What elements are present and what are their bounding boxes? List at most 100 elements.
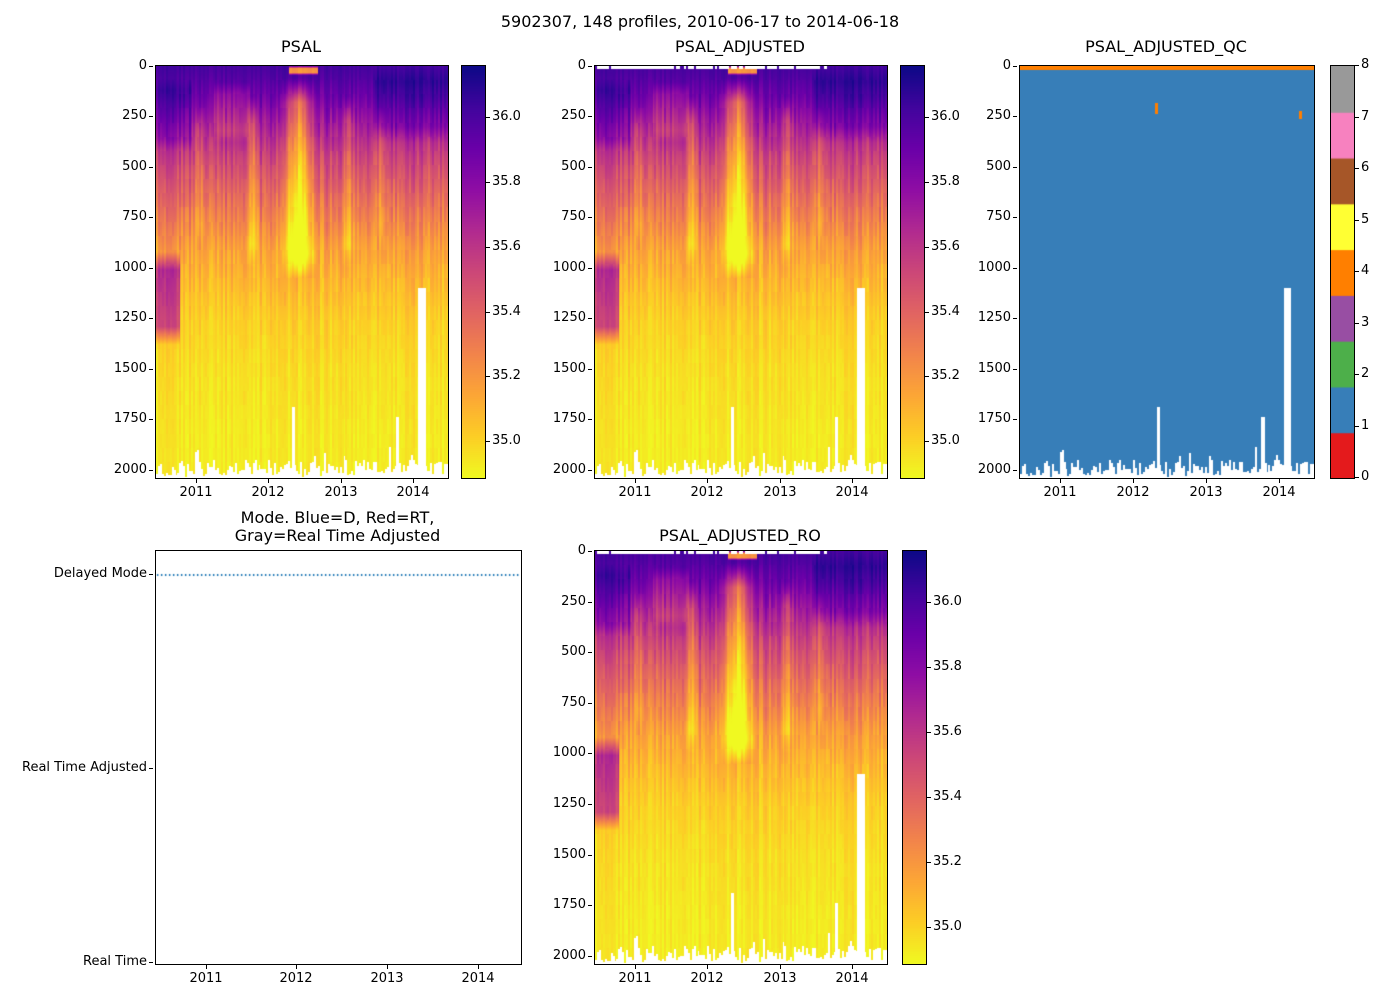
- tick-mark: [588, 753, 592, 754]
- y-tick-label: 750: [561, 695, 586, 710]
- x-tick-label: 2014: [461, 971, 495, 986]
- y-tick-label: 1500: [113, 361, 147, 376]
- tick-mark: [149, 66, 153, 67]
- y-tick-label: 0: [577, 58, 586, 73]
- tick-mark: [1013, 268, 1017, 269]
- tick-mark: [588, 470, 592, 471]
- tick-mark: [486, 117, 490, 118]
- colorbar-tick-label: 35.6: [931, 239, 960, 254]
- y-tick-label: 750: [986, 209, 1011, 224]
- psal-adjusted-ro-heatmap: [594, 550, 888, 965]
- tick-mark: [1355, 374, 1359, 375]
- colorbar-tick-label: 35.0: [492, 433, 521, 448]
- colorbar-tick-label: 35.0: [933, 919, 962, 934]
- tick-mark: [1013, 66, 1017, 67]
- y-tick-label: 2000: [552, 948, 586, 963]
- tick-mark: [1206, 479, 1207, 483]
- colorbar-tick-label: 1: [1361, 418, 1370, 433]
- colorbar-tick-label: 4: [1361, 263, 1370, 278]
- psal-adjusted-ro-colorbar: [902, 550, 927, 965]
- psal-adjusted-title: PSAL_ADJUSTED: [674, 37, 805, 56]
- y-tick-label: 1000: [552, 745, 586, 760]
- tick-mark: [149, 470, 153, 471]
- tick-mark: [588, 703, 592, 704]
- colorbar-tick-label: 35.4: [492, 304, 521, 319]
- x-tick-label: 2013: [370, 971, 404, 986]
- tick-mark: [1013, 318, 1017, 319]
- psal-adjusted-qc-heatmap: [1019, 65, 1315, 479]
- tick-mark: [588, 369, 592, 370]
- y-tick-label: 250: [122, 108, 147, 123]
- tick-mark: [149, 318, 153, 319]
- psal-heatmap: [155, 65, 449, 479]
- tick-mark: [780, 479, 781, 483]
- tick-mark: [149, 167, 153, 168]
- tick-mark: [635, 965, 636, 969]
- y-tick-label: 1750: [977, 411, 1011, 426]
- psal-adjusted-ro-title: PSAL_ADJUSTED_RO: [659, 526, 821, 545]
- x-tick-label: 2012: [690, 971, 724, 986]
- y-tick-label: 1500: [552, 361, 586, 376]
- tick-mark: [268, 479, 269, 483]
- y-tick-label: 1250: [977, 310, 1011, 325]
- tick-mark: [588, 116, 592, 117]
- tick-mark: [486, 247, 490, 248]
- colorbar-tick-label: 0: [1361, 469, 1370, 484]
- tick-mark: [1355, 477, 1359, 478]
- colorbar-tick-label: 36.0: [931, 109, 960, 124]
- tick-mark: [1013, 116, 1017, 117]
- tick-mark: [149, 419, 153, 420]
- y-tick-label: 1250: [552, 796, 586, 811]
- y-tick-label: 1000: [977, 260, 1011, 275]
- colorbar-tick-label: 7: [1361, 109, 1370, 124]
- x-tick-label: 2013: [763, 971, 797, 986]
- tick-mark: [588, 855, 592, 856]
- tick-mark: [588, 804, 592, 805]
- colorbar-tick-label: 8: [1361, 57, 1370, 72]
- mode-plot: [155, 550, 522, 965]
- y-tick-label: 500: [122, 159, 147, 174]
- x-tick-label: 2011: [179, 485, 213, 500]
- x-tick-label: 2014: [396, 485, 430, 500]
- x-tick-label: 2013: [1189, 485, 1223, 500]
- tick-mark: [635, 479, 636, 483]
- tick-mark: [149, 574, 153, 575]
- y-tick-label: 1250: [113, 310, 147, 325]
- tick-mark: [486, 376, 490, 377]
- y-tick-label: 500: [561, 159, 586, 174]
- tick-mark: [1013, 470, 1017, 471]
- y-tick-label: 2000: [552, 462, 586, 477]
- colorbar-tick-label: 36.0: [492, 109, 521, 124]
- tick-mark: [927, 602, 931, 603]
- mode-y-label: Delayed Mode: [53, 566, 147, 581]
- tick-mark: [196, 479, 197, 483]
- y-tick-label: 250: [561, 594, 586, 609]
- colorbar-tick-label: 3: [1361, 315, 1370, 330]
- tick-mark: [1279, 479, 1280, 483]
- tick-mark: [1355, 323, 1359, 324]
- y-tick-label: 750: [122, 209, 147, 224]
- psal-adjusted-qc-title: PSAL_ADJUSTED_QC: [1085, 37, 1247, 56]
- y-tick-label: 0: [577, 543, 586, 558]
- tick-mark: [588, 217, 592, 218]
- colorbar-tick-label: 5: [1361, 212, 1370, 227]
- tick-mark: [588, 905, 592, 906]
- tick-mark: [1013, 217, 1017, 218]
- tick-mark: [387, 965, 388, 969]
- y-tick-label: 250: [561, 108, 586, 123]
- x-tick-label: 2011: [618, 485, 652, 500]
- x-tick-label: 2011: [618, 971, 652, 986]
- tick-mark: [1013, 369, 1017, 370]
- x-tick-label: 2011: [1043, 485, 1077, 500]
- tick-mark: [852, 479, 853, 483]
- tick-mark: [925, 117, 929, 118]
- tick-mark: [1013, 419, 1017, 420]
- y-tick-label: 500: [561, 644, 586, 659]
- y-tick-label: 1250: [552, 310, 586, 325]
- mode-title-line-2: Gray=Real Time Adjusted: [234, 526, 441, 545]
- tick-mark: [206, 965, 207, 969]
- tick-mark: [852, 965, 853, 969]
- tick-mark: [1355, 220, 1359, 221]
- x-tick-label: 2011: [189, 971, 223, 986]
- tick-mark: [486, 312, 490, 313]
